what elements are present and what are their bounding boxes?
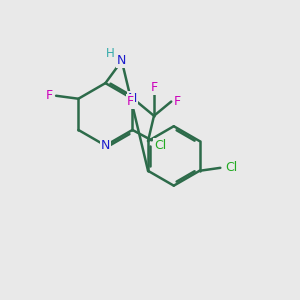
- Text: N: N: [117, 54, 127, 67]
- Text: F: F: [46, 89, 53, 102]
- Text: N: N: [128, 92, 137, 105]
- Text: N: N: [101, 139, 110, 152]
- Text: Cl: Cl: [226, 161, 238, 174]
- Text: H: H: [106, 47, 115, 60]
- Text: F: F: [127, 95, 134, 108]
- Text: Cl: Cl: [154, 139, 166, 152]
- Text: F: F: [174, 95, 181, 108]
- Text: F: F: [150, 81, 158, 94]
